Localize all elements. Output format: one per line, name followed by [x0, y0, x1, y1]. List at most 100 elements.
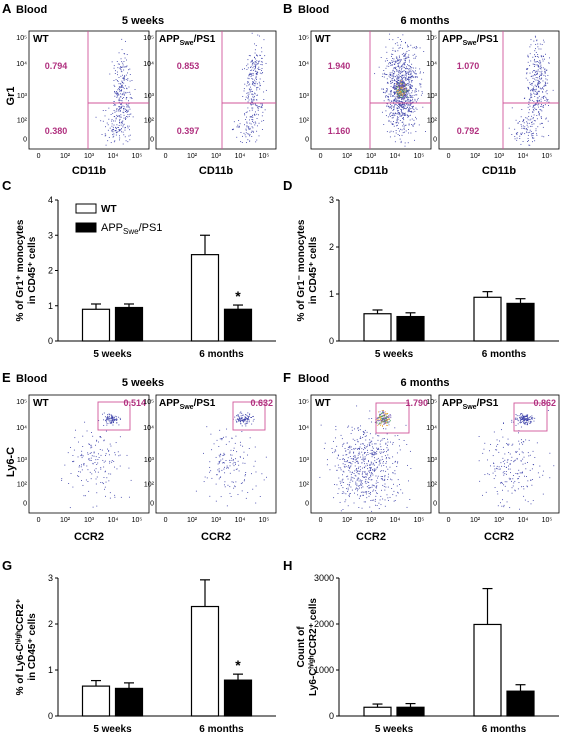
event-dot: [411, 76, 413, 77]
event-dot: [399, 135, 400, 137]
event-dot: [383, 70, 385, 71]
event-dot: [259, 60, 261, 62]
event-dot: [539, 81, 541, 83]
event-dot: [520, 132, 522, 134]
event-dot: [383, 414, 385, 416]
event-dot: [537, 69, 539, 71]
event-dot: [121, 61, 123, 63]
event-dot: [407, 101, 409, 103]
event-dot: [339, 480, 341, 482]
event-dot: [108, 450, 110, 452]
event-dot: [90, 478, 92, 480]
event-dot: [249, 74, 251, 75]
event-dot: [394, 80, 395, 81]
event-dot: [509, 468, 511, 470]
event-dot: [389, 419, 391, 421]
event-dot: [544, 72, 546, 74]
event-dot: [384, 489, 386, 491]
event-dot: [126, 87, 128, 89]
event-dot: [377, 477, 378, 479]
event-dot: [266, 476, 267, 478]
event-dot: [123, 78, 125, 80]
event-dot: [132, 116, 134, 118]
event-dot: [375, 504, 376, 506]
event-dot: [112, 417, 114, 419]
event-dot: [384, 422, 386, 424]
event-dot: [368, 461, 369, 463]
event-dot: [530, 44, 532, 46]
event-dot: [537, 83, 539, 85]
x-tick-label: 10⁵: [259, 153, 270, 160]
bar-wt: [81, 685, 111, 717]
event-dot: [79, 465, 80, 467]
event-dot: [373, 468, 375, 470]
event-dot: [400, 105, 402, 107]
event-dot: [411, 85, 413, 87]
event-dot: [386, 131, 388, 133]
event-dot: [396, 452, 398, 454]
event-dot: [386, 58, 388, 60]
event-dot: [336, 445, 338, 447]
event-dot: [524, 422, 526, 424]
event-dot: [347, 466, 349, 468]
event-dot: [400, 80, 402, 82]
event-dot: [380, 476, 382, 477]
event-dot: [397, 83, 399, 85]
event-dot: [416, 76, 418, 78]
event-dot: [531, 421, 533, 423]
event-dot: [128, 69, 130, 71]
event-dot: [390, 100, 392, 102]
event-dot: [394, 104, 396, 106]
event-dot: [234, 442, 236, 444]
event-dot: [396, 107, 398, 109]
event-dot: [225, 443, 227, 445]
event-dot: [399, 113, 401, 115]
event-dot: [410, 111, 412, 113]
event-dot: [395, 60, 397, 62]
event-dot: [114, 91, 116, 93]
event-dot: [127, 141, 129, 143]
x-tick-label: 10⁴: [108, 153, 119, 160]
event-dot: [398, 100, 400, 102]
event-dot: [524, 475, 525, 477]
event-dot: [248, 421, 250, 423]
event-dot: [121, 86, 123, 88]
event-dot: [219, 438, 221, 440]
event-dot: [232, 481, 234, 483]
event-dot: [351, 471, 353, 473]
flow-plot-e-app: APPSwe/PS1 0.632: [155, 394, 277, 514]
event-dot: [371, 472, 373, 474]
event-dot: [392, 456, 394, 458]
event-dot: [368, 487, 370, 489]
event-dot: [397, 50, 399, 52]
event-dot: [96, 440, 98, 442]
event-dot: [367, 481, 369, 483]
event-dot: [535, 89, 537, 91]
event-dot: [546, 89, 548, 91]
event-dot: [369, 477, 371, 478]
event-dot: [494, 470, 496, 472]
x-category-label: 6 months: [482, 349, 527, 360]
event-dot: [223, 462, 224, 463]
event-dot: [418, 90, 420, 92]
event-dot: [401, 66, 403, 68]
event-dot: [119, 68, 121, 70]
event-dot: [122, 105, 124, 107]
event-dot: [391, 60, 393, 62]
event-dot: [127, 110, 129, 112]
event-dot: [383, 124, 385, 125]
event-dot: [107, 129, 109, 131]
event-dot: [535, 85, 537, 87]
event-dot: [411, 81, 413, 83]
event-dot: [407, 103, 409, 105]
event-dot: [532, 75, 534, 77]
event-dot: [518, 448, 520, 450]
flow-plot-a-wt: WT 0.794 0.380: [28, 30, 150, 150]
event-dot: [532, 132, 534, 134]
event-dot: [346, 476, 348, 478]
event-dot: [84, 421, 86, 423]
event-dot: [396, 87, 398, 89]
event-dot: [123, 61, 125, 62]
event-dot: [222, 458, 224, 460]
event-dot: [128, 86, 130, 88]
